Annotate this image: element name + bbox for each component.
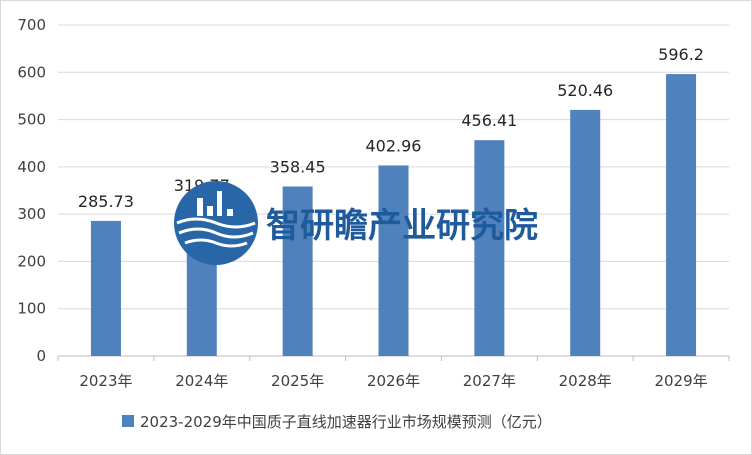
legend-swatch [122,415,134,427]
bar [378,165,409,356]
x-tick-label: 2025年 [271,372,324,390]
city-skyline-logo-icon [174,181,258,265]
y-tick-label: 500 [17,111,46,129]
bar [570,109,601,356]
x-tick-label: 2028年 [559,372,612,390]
y-tick-label: 400 [17,158,46,176]
x-tick-label: 2027年 [463,372,516,390]
x-tick-label: 2023年 [79,372,132,390]
bar [474,140,505,356]
data-label: 285.73 [78,192,134,211]
y-tick-label: 200 [17,252,46,270]
x-tick-label: 2029年 [654,372,707,390]
y-tick-label: 100 [17,300,46,318]
data-label: 358.45 [270,158,326,177]
bar [282,186,313,356]
data-label: 402.96 [366,136,422,155]
bar [90,220,121,356]
x-tick-label: 2024年 [175,372,228,390]
data-label: 520.46 [557,81,613,100]
legend: 2023-2029年中国质子直线加速器行业市场规模预测（亿元） [122,413,552,431]
y-tick-label: 600 [17,63,46,81]
watermark: 智研瞻产业研究院 [174,181,538,265]
bars [90,74,697,356]
x-tick-label: 2026年 [367,372,420,390]
data-label: 596.2 [658,45,704,64]
y-tick-label: 300 [17,205,46,223]
watermark-text: 智研瞻产业研究院 [266,206,538,246]
y-tick-label: 700 [17,16,46,34]
axes [57,355,730,361]
bar [666,74,697,356]
y-tick-label: 0 [36,347,46,365]
legend-label: 2023-2029年中国质子直线加速器行业市场规模预测（亿元） [140,413,552,431]
tick-labels: 0 100 200 300 400 500 600 700 2023年 2024年 2025年 202… [17,16,707,390]
data-label: 456.41 [461,111,517,130]
